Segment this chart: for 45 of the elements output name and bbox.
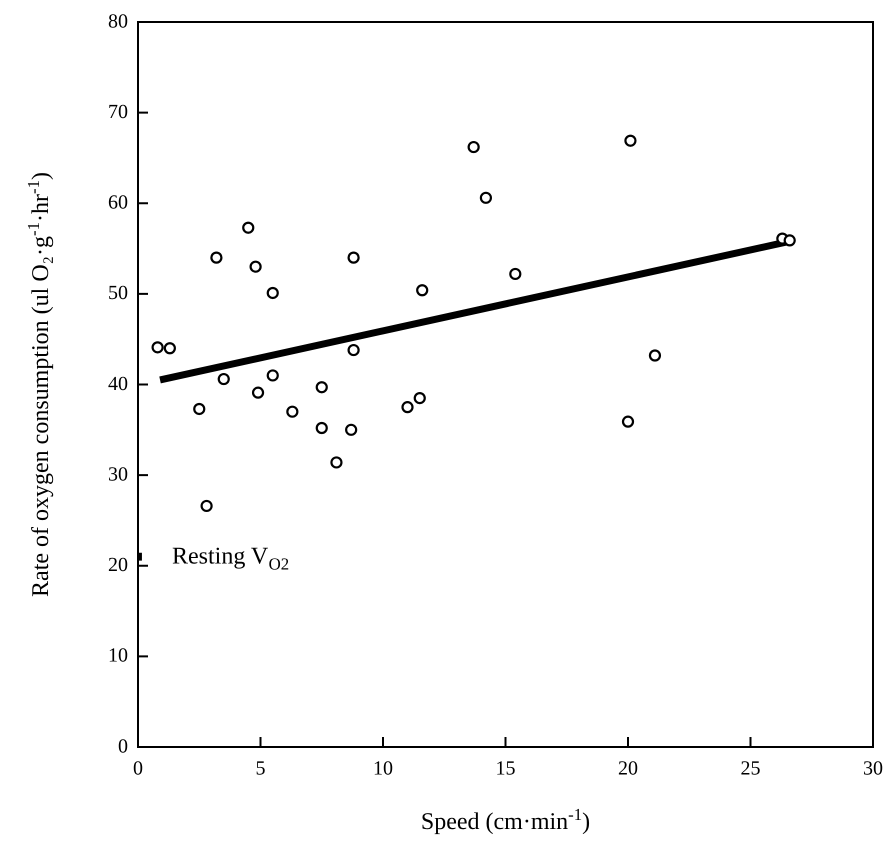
x-tick-label: 15 bbox=[496, 757, 516, 780]
point bbox=[348, 344, 360, 356]
point bbox=[330, 456, 343, 469]
point bbox=[316, 381, 328, 394]
y-tick-label: 70 bbox=[108, 100, 128, 123]
x-tick-label: 5 bbox=[256, 757, 266, 780]
y-tick-label: 20 bbox=[108, 554, 128, 576]
point bbox=[784, 234, 796, 247]
point bbox=[414, 392, 426, 404]
point bbox=[648, 349, 662, 362]
point bbox=[286, 406, 298, 418]
y-tick-label: 60 bbox=[108, 192, 128, 214]
y-tick-label: 80 bbox=[108, 10, 128, 32]
point bbox=[509, 268, 522, 280]
x-tick-label: 20 bbox=[618, 757, 638, 780]
point bbox=[252, 386, 264, 399]
y-tick-label: 50 bbox=[108, 282, 128, 304]
point bbox=[416, 284, 428, 296]
point bbox=[164, 342, 176, 354]
x-tick-label: 0 bbox=[133, 757, 143, 780]
point bbox=[345, 424, 358, 436]
y-tick-label: 30 bbox=[108, 463, 128, 486]
y-tick-label: 10 bbox=[108, 644, 128, 667]
point bbox=[152, 341, 164, 354]
point bbox=[218, 372, 230, 386]
point bbox=[480, 192, 492, 204]
point bbox=[266, 369, 279, 382]
x-tick-label: 10 bbox=[373, 757, 393, 780]
y-tick-label: 0 bbox=[118, 735, 128, 758]
point bbox=[316, 422, 328, 434]
point bbox=[468, 140, 480, 154]
y-tick-label: 40 bbox=[108, 372, 128, 395]
point bbox=[622, 416, 634, 428]
point bbox=[210, 252, 222, 264]
x-tick-label: 30 bbox=[863, 757, 883, 780]
point bbox=[200, 500, 213, 512]
point bbox=[348, 252, 360, 264]
y-axis-title: Rate of oxygen consumption (ul O₂·g-1·hr-1) bbox=[24, 172, 54, 597]
point bbox=[193, 402, 206, 416]
point bbox=[401, 401, 414, 414]
point bbox=[250, 260, 262, 273]
x-tick-label: 25 bbox=[740, 757, 760, 780]
point bbox=[266, 286, 279, 300]
point bbox=[242, 222, 254, 234]
point bbox=[624, 134, 637, 147]
